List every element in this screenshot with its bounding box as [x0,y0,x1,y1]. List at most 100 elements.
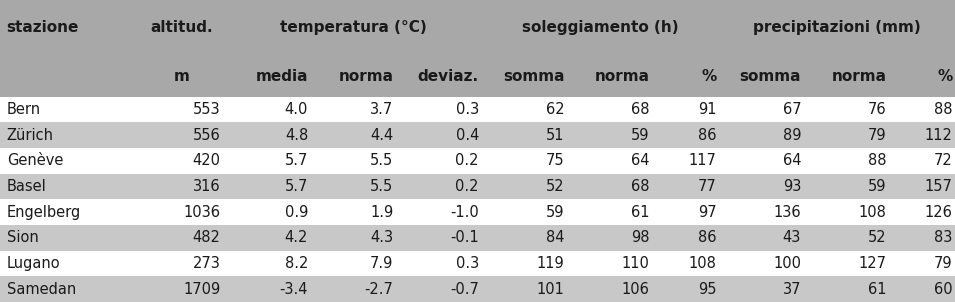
Text: 64: 64 [783,153,801,168]
Text: 95: 95 [698,282,716,297]
Text: 75: 75 [545,153,564,168]
Text: 68: 68 [631,102,649,117]
Text: 61: 61 [631,205,649,220]
Text: Genève: Genève [7,153,63,168]
Text: 83: 83 [934,230,952,245]
Text: 4.4: 4.4 [371,128,393,143]
Text: m: m [174,69,189,84]
Bar [0,56,955,97]
Text: 68: 68 [631,179,649,194]
Text: 86: 86 [698,230,716,245]
Text: %: % [701,69,716,84]
Text: 106: 106 [622,282,649,297]
Text: 1709: 1709 [183,282,221,297]
Text: temperatura (°C): temperatura (°C) [280,21,427,35]
Text: -2.7: -2.7 [365,282,393,297]
Text: 97: 97 [698,205,716,220]
Text: 8.2: 8.2 [285,256,308,271]
Text: 84: 84 [545,230,564,245]
Text: -0.1: -0.1 [450,230,478,245]
Text: 1.9: 1.9 [371,205,393,220]
Text: 273: 273 [193,256,221,271]
Text: 62: 62 [545,102,564,117]
Bar [0,251,955,276]
Text: 59: 59 [631,128,649,143]
Text: 76: 76 [868,102,886,117]
Text: 61: 61 [868,282,886,297]
Text: 59: 59 [868,179,886,194]
Text: 5.7: 5.7 [285,179,308,194]
Text: 37: 37 [783,282,801,297]
Text: 91: 91 [698,102,716,117]
Text: Basel: Basel [7,179,47,194]
Bar [0,148,955,174]
Text: 108: 108 [689,256,716,271]
Text: norma: norma [595,69,649,84]
Text: 93: 93 [783,179,801,194]
Text: 101: 101 [537,282,564,297]
Text: 79: 79 [934,256,952,271]
Text: 110: 110 [622,256,649,271]
Text: 1036: 1036 [183,205,221,220]
Text: 3.7: 3.7 [371,102,393,117]
Text: %: % [937,69,952,84]
Text: 59: 59 [545,205,564,220]
Text: 117: 117 [689,153,716,168]
Text: 5.7: 5.7 [285,153,308,168]
Text: 60: 60 [934,282,952,297]
Text: 0.3: 0.3 [456,102,478,117]
Bar [0,174,955,199]
Text: 64: 64 [631,153,649,168]
Bar [0,0,955,56]
Text: -1.0: -1.0 [450,205,478,220]
Text: -0.7: -0.7 [450,282,478,297]
Text: 126: 126 [924,205,952,220]
Text: 4.0: 4.0 [285,102,308,117]
Text: somma: somma [502,69,564,84]
Text: Engelberg: Engelberg [7,205,81,220]
Bar [0,97,955,122]
Text: norma: norma [338,69,393,84]
Text: stazione: stazione [7,21,79,35]
Text: 4.3: 4.3 [371,230,393,245]
Text: somma: somma [739,69,801,84]
Text: 51: 51 [545,128,564,143]
Text: Sion: Sion [7,230,38,245]
Text: 482: 482 [193,230,221,245]
Text: media: media [256,69,308,84]
Text: 88: 88 [868,153,886,168]
Text: -3.4: -3.4 [280,282,308,297]
Text: 420: 420 [193,153,221,168]
Bar [0,199,955,225]
Text: 67: 67 [782,102,801,117]
Text: 0.2: 0.2 [456,179,478,194]
Text: 43: 43 [783,230,801,245]
Bar [0,276,955,302]
Text: 100: 100 [774,256,801,271]
Text: 4.2: 4.2 [285,230,308,245]
Text: 0.4: 0.4 [456,128,478,143]
Text: 553: 553 [193,102,221,117]
Text: 0.2: 0.2 [456,153,478,168]
Text: 7.9: 7.9 [371,256,393,271]
Text: 77: 77 [698,179,716,194]
Text: precipitazioni (mm): precipitazioni (mm) [753,21,921,35]
Text: 556: 556 [193,128,221,143]
Text: 52: 52 [868,230,886,245]
Text: 5.5: 5.5 [371,179,393,194]
Text: 72: 72 [934,153,952,168]
Text: 89: 89 [783,128,801,143]
Text: Bern: Bern [7,102,41,117]
Text: 127: 127 [859,256,886,271]
Text: 108: 108 [859,205,886,220]
Text: altitud.: altitud. [150,21,213,35]
Text: Zürich: Zürich [7,128,53,143]
Text: 86: 86 [698,128,716,143]
Text: 316: 316 [193,179,221,194]
Bar [0,225,955,251]
Text: Samedan: Samedan [7,282,75,297]
Text: deviaz.: deviaz. [417,69,478,84]
Text: 52: 52 [545,179,564,194]
Text: 5.5: 5.5 [371,153,393,168]
Text: 0.9: 0.9 [285,205,308,220]
